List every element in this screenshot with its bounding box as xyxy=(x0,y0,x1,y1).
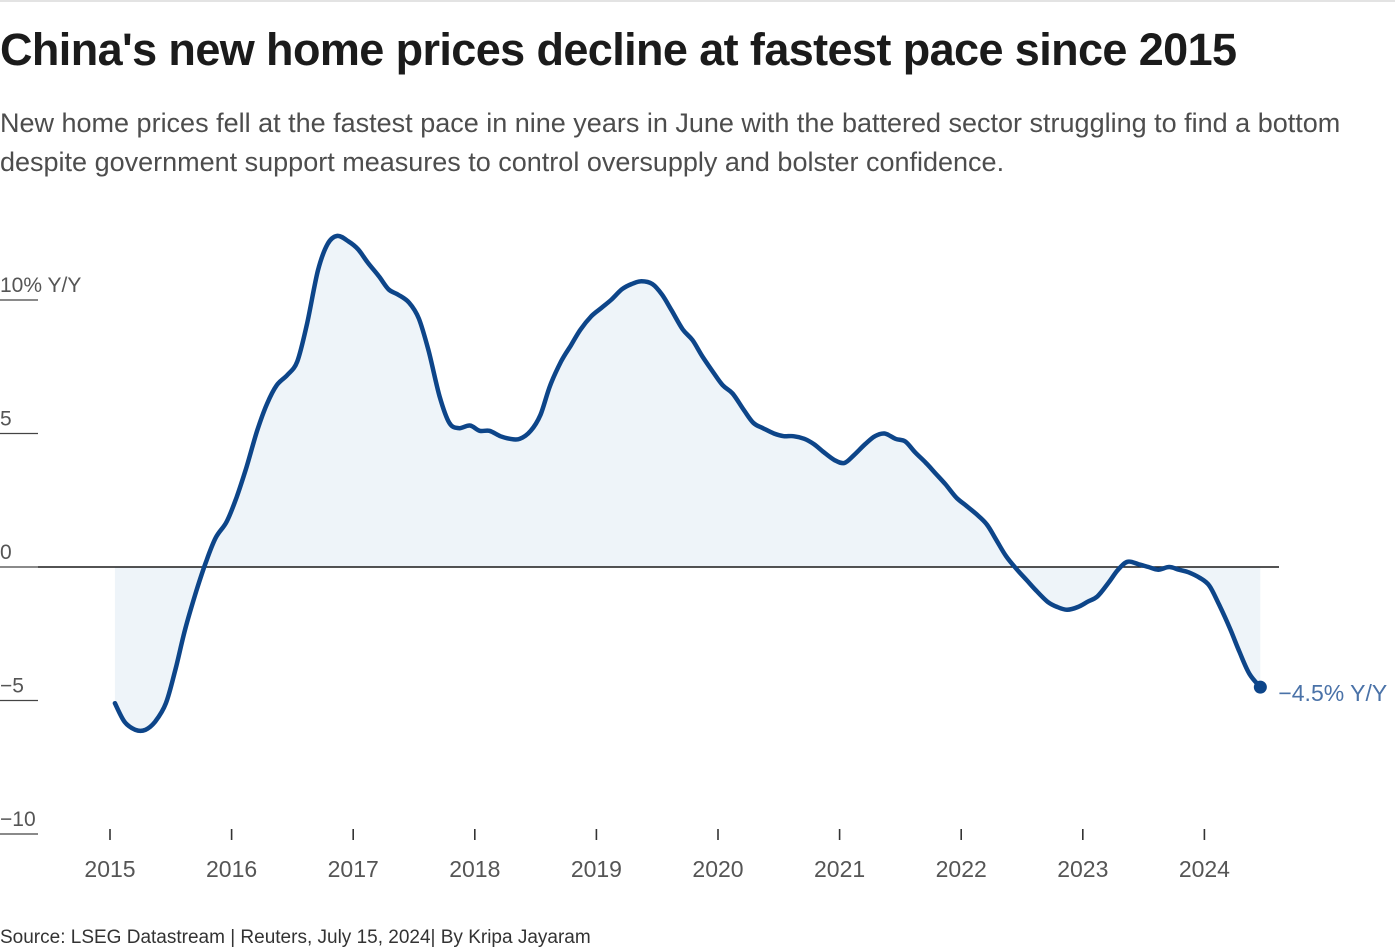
x-tick-label: 2022 xyxy=(936,856,987,882)
chart-subtitle: New home prices fell at the fastest pace… xyxy=(0,108,1341,177)
x-tick-label: 2021 xyxy=(814,856,865,882)
x-tick-label: 2019 xyxy=(571,856,622,882)
y-tick-label: 0 xyxy=(0,541,12,564)
y-tick-label: 10% Y/Y xyxy=(0,274,81,297)
top-rule xyxy=(0,0,1395,2)
y-tick-label: −5 xyxy=(0,675,24,698)
series-line xyxy=(112,233,1263,734)
y-tick-label: −10 xyxy=(0,808,36,831)
chart-title: China's new home prices decline at faste… xyxy=(0,24,1237,75)
x-tick-label: 2017 xyxy=(328,856,379,882)
x-tick-label: 2020 xyxy=(692,856,743,882)
area-fill xyxy=(114,235,1261,730)
end-point xyxy=(1253,680,1267,694)
end-value-label: −4.5% Y/Y xyxy=(1278,680,1387,706)
x-tick-label: 2024 xyxy=(1179,856,1230,882)
x-tick-label: 2015 xyxy=(84,856,135,882)
x-tick-label: 2018 xyxy=(449,856,500,882)
x-tick-label: 2023 xyxy=(1057,856,1108,882)
source-note: Source: LSEG Datastream | Reuters, July … xyxy=(0,927,591,948)
x-tick-label: 2016 xyxy=(206,856,257,882)
line-chart: 10% Y/Y 5 0 −5 −10 2015 2016 2017 2018 2019 2020 20… xyxy=(0,233,1387,882)
y-tick-label: 5 xyxy=(0,408,12,431)
